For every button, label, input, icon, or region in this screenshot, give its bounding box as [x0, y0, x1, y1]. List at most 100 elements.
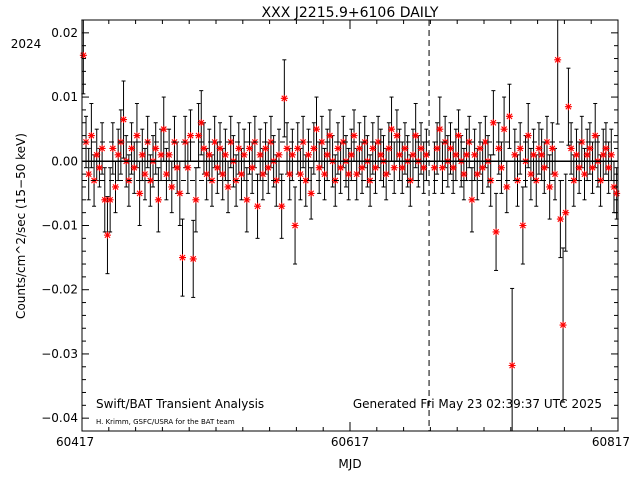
data-point — [559, 321, 567, 329]
data-point — [599, 151, 607, 159]
plot-frame — [81, 19, 619, 432]
data-point — [589, 164, 597, 172]
data-point — [162, 170, 170, 178]
y-axis-ticks: 0.02 0.01 0.00 −0.01 −0.02 −0.03 −0.04 — [41, 26, 618, 425]
data-point — [141, 170, 149, 178]
data-point — [307, 189, 315, 197]
data-point — [114, 151, 122, 159]
data-point — [524, 132, 532, 140]
data-point — [275, 151, 283, 159]
data-point — [192, 196, 200, 204]
data-point — [176, 189, 184, 197]
data-point — [321, 170, 329, 178]
data-point — [530, 151, 538, 159]
data-point — [527, 170, 535, 178]
data-point — [197, 119, 205, 127]
data-point — [200, 144, 208, 152]
data-point — [106, 196, 114, 204]
data-point — [556, 215, 564, 223]
data-point — [377, 151, 385, 159]
data-point — [146, 177, 154, 185]
x-tick-label: 60817 — [592, 435, 630, 449]
x-axis-ticks: 60417 60617 60817 — [56, 20, 630, 449]
y-tick-label: 0.02 — [51, 26, 78, 40]
data-point — [138, 151, 146, 159]
data-point — [85, 170, 93, 178]
data-point — [296, 170, 304, 178]
data-point — [567, 144, 575, 152]
data-point — [112, 183, 119, 191]
data-point — [203, 170, 211, 178]
data-point — [219, 170, 227, 178]
data-point — [535, 144, 543, 152]
data-point — [235, 144, 243, 152]
data-point — [283, 144, 291, 152]
data-point — [334, 144, 342, 152]
data-point — [449, 164, 457, 172]
data-point — [243, 196, 251, 204]
data-point — [136, 189, 144, 197]
data-point — [409, 151, 417, 159]
data-point — [516, 144, 524, 152]
data-point — [157, 151, 165, 159]
data-point — [264, 164, 272, 172]
data-point — [216, 144, 224, 152]
data-point — [473, 170, 481, 178]
data-point — [179, 254, 186, 262]
data-point — [128, 144, 136, 152]
data-point — [211, 138, 219, 146]
data-point — [262, 144, 270, 152]
data-point — [358, 164, 366, 172]
data-point — [152, 144, 160, 152]
data-point — [551, 170, 559, 178]
data-point — [103, 231, 111, 239]
data-point — [401, 144, 409, 152]
data-point — [189, 255, 197, 263]
data-point — [610, 183, 618, 191]
data-point — [205, 151, 213, 159]
footer-left-title: Swift/BAT Transient Analysis — [96, 397, 264, 411]
data-point — [315, 164, 323, 172]
data-point — [575, 164, 583, 172]
data-point — [546, 183, 554, 191]
y-tick-label: −0.03 — [41, 347, 78, 361]
data-point — [572, 151, 580, 159]
data-point — [240, 151, 248, 159]
x-tick-label: 60417 — [56, 435, 94, 449]
data-point — [355, 144, 363, 152]
data-point — [374, 138, 382, 146]
data-point — [390, 164, 398, 172]
data-point — [500, 125, 508, 133]
data-point — [412, 132, 420, 140]
data-point — [417, 144, 425, 152]
data-point — [165, 151, 173, 159]
chart-title: XXX J2215.9+6106 DAILY — [262, 5, 439, 21]
footer-generated: Generated Fri May 23 02:39:37 UTC 2025 — [353, 397, 602, 411]
y-tick-label: −0.01 — [41, 219, 78, 233]
data-point — [195, 132, 203, 140]
data-point — [248, 164, 256, 172]
data-point — [393, 132, 401, 140]
data-point — [93, 151, 101, 159]
data-point — [436, 125, 444, 133]
data-point — [396, 151, 404, 159]
data-point — [291, 222, 299, 229]
data-point — [613, 189, 621, 197]
data-point — [602, 144, 610, 152]
data-point — [224, 183, 232, 191]
data-point — [98, 144, 106, 152]
data-point — [495, 144, 503, 152]
data-point — [497, 164, 505, 172]
data-point — [519, 222, 527, 229]
data-point — [299, 138, 307, 146]
data-point — [95, 164, 103, 172]
data-point — [382, 170, 390, 178]
data-point — [79, 51, 87, 59]
data-point — [543, 138, 551, 146]
y-axis-label: Counts/cm^2/sec (15−50 keV) — [14, 133, 28, 319]
data-point — [173, 164, 181, 172]
data-point — [538, 151, 546, 159]
data-point — [463, 151, 471, 159]
data-point — [350, 132, 358, 140]
y-tick-label: −0.04 — [41, 411, 78, 425]
